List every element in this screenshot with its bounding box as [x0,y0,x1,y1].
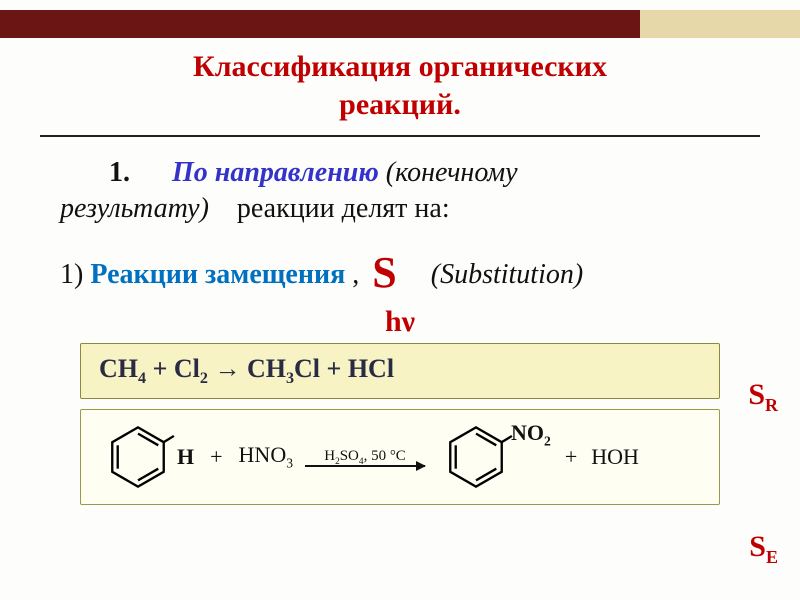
equation-1-box: CH4 + Cl2 → CH3Cl + HCl [80,343,720,399]
slide-body: 1. По направлению (конечному результату)… [0,137,800,505]
eq2-plus-2: + [565,444,577,470]
eq2-hno3: HNO3 [239,442,293,471]
section-number: 1. [109,157,130,188]
title-line-2: реакций. [0,86,800,124]
top-bar-cream [640,10,800,38]
benzene-h-label: H [177,444,194,470]
substitution-name: Реакции замещения [90,259,352,290]
benzene-h-icon [99,418,177,496]
title-line-1: Классификация органических [0,48,800,86]
substitution-symbol: S [372,248,396,297]
benzene-no2-icon [437,418,515,496]
reaction-type-substitution: 1) Реакции замещения , S (Substitution) [60,244,740,301]
reaction-arrow: H2SO4, 50 °C [305,448,425,467]
section-direction: 1. По направлению (конечному результату)… [60,155,740,228]
eq2-hoh: HOH [591,444,639,470]
direction-paren-1: (конечному [386,157,518,188]
benzene-no2-label: NO2 [511,420,551,449]
decorative-top-bar [0,10,800,38]
top-bar-dark [0,10,640,38]
label-sr: SR [748,378,778,416]
direction-result-word: результату) [60,193,209,224]
eq2-plus-1: + [210,444,222,470]
direction-label: По направлению [172,157,379,188]
item-prefix: 1) [60,259,83,290]
label-se: SE [749,530,778,568]
equation-2-box: H + HNO3 H2SO4, 50 °C NO2 + HOH [80,409,720,505]
substitution-paren: (Substitution) [431,259,583,290]
direction-tail: реакции делят на: [237,193,450,224]
eq1-text: CH4 + Cl2 → CH3Cl + HCl [99,354,394,383]
hv-condition: hν [60,305,740,339]
item-comma: , [352,259,359,290]
